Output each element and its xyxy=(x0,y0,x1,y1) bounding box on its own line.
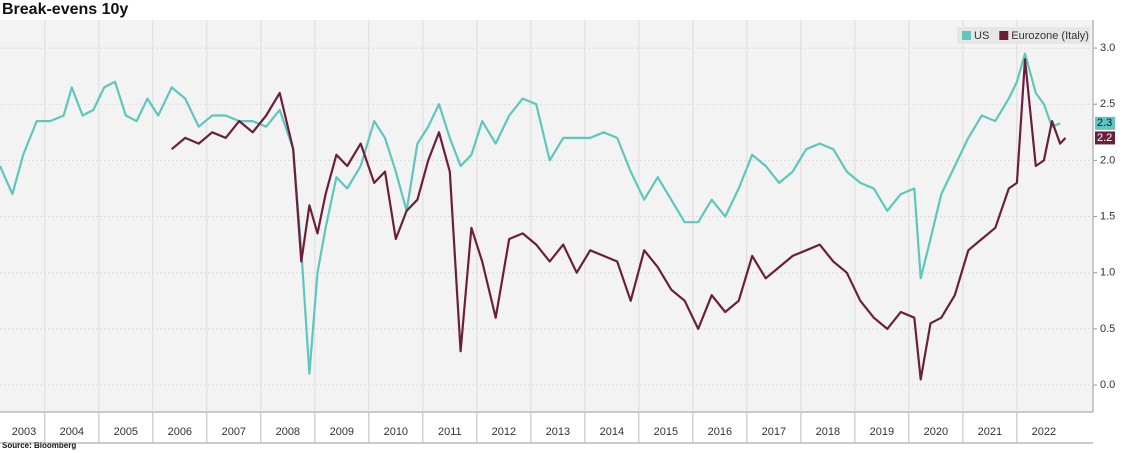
x-tick-label: 2009 xyxy=(330,426,354,438)
x-tick-label: 2014 xyxy=(600,426,624,438)
x-tick-label: 2018 xyxy=(816,426,840,438)
end-label-box xyxy=(1095,131,1115,145)
y-tick-label: 2.5 xyxy=(1100,98,1115,110)
x-tick-label: 2022 xyxy=(1032,426,1056,438)
end-label: 2.3 xyxy=(1097,117,1112,129)
x-tick-label: 2008 xyxy=(276,426,300,438)
x-tick-label: 2020 xyxy=(924,426,948,438)
x-tick-label: 2005 xyxy=(114,426,138,438)
end-label-box xyxy=(1095,116,1115,130)
x-tick-label: 2017 xyxy=(762,426,786,438)
x-tick-label: 2013 xyxy=(546,426,570,438)
y-tick-label: 0.5 xyxy=(1100,323,1115,335)
legend: US Eurozone (Italy) xyxy=(957,27,1090,44)
y-tick-label: 0.0 xyxy=(1100,379,1115,391)
x-tick-label: 2012 xyxy=(492,426,516,438)
series-line xyxy=(0,52,1061,375)
y-tick-label: 1.0 xyxy=(1100,267,1115,279)
x-tick-label: 2015 xyxy=(654,426,678,438)
y-tick-label: 2.0 xyxy=(1100,154,1115,166)
y-tick-label: 3.0 xyxy=(1100,42,1115,54)
x-tick-label: 2004 xyxy=(60,426,84,438)
lines xyxy=(0,52,1067,381)
x-tick-label: 2010 xyxy=(384,426,408,438)
x-tick-label: 2011 xyxy=(438,426,462,438)
legend-label: US xyxy=(974,30,989,42)
x-tick-label: 2007 xyxy=(222,426,246,438)
end-label: 2.2 xyxy=(1097,132,1112,144)
x-tick-label: 2006 xyxy=(168,426,192,438)
legend-box xyxy=(957,27,1090,44)
x-tick-label: 2021 xyxy=(978,426,1002,438)
x-tick-label: 2016 xyxy=(708,426,732,438)
legend-swatch xyxy=(999,31,1009,40)
legend-label: Eurozone (Italy) xyxy=(1011,30,1089,42)
x-tick-label: 2019 xyxy=(870,426,894,438)
x-tick-label: 2003 xyxy=(12,426,36,438)
y-tick-label: 1.5 xyxy=(1100,210,1115,222)
chart-title: Break-evens 10y xyxy=(2,1,128,18)
source: Source: Bloomberg xyxy=(2,441,76,450)
series-line xyxy=(170,58,1067,381)
legend-swatch xyxy=(962,31,971,40)
plot-area xyxy=(0,20,1093,412)
